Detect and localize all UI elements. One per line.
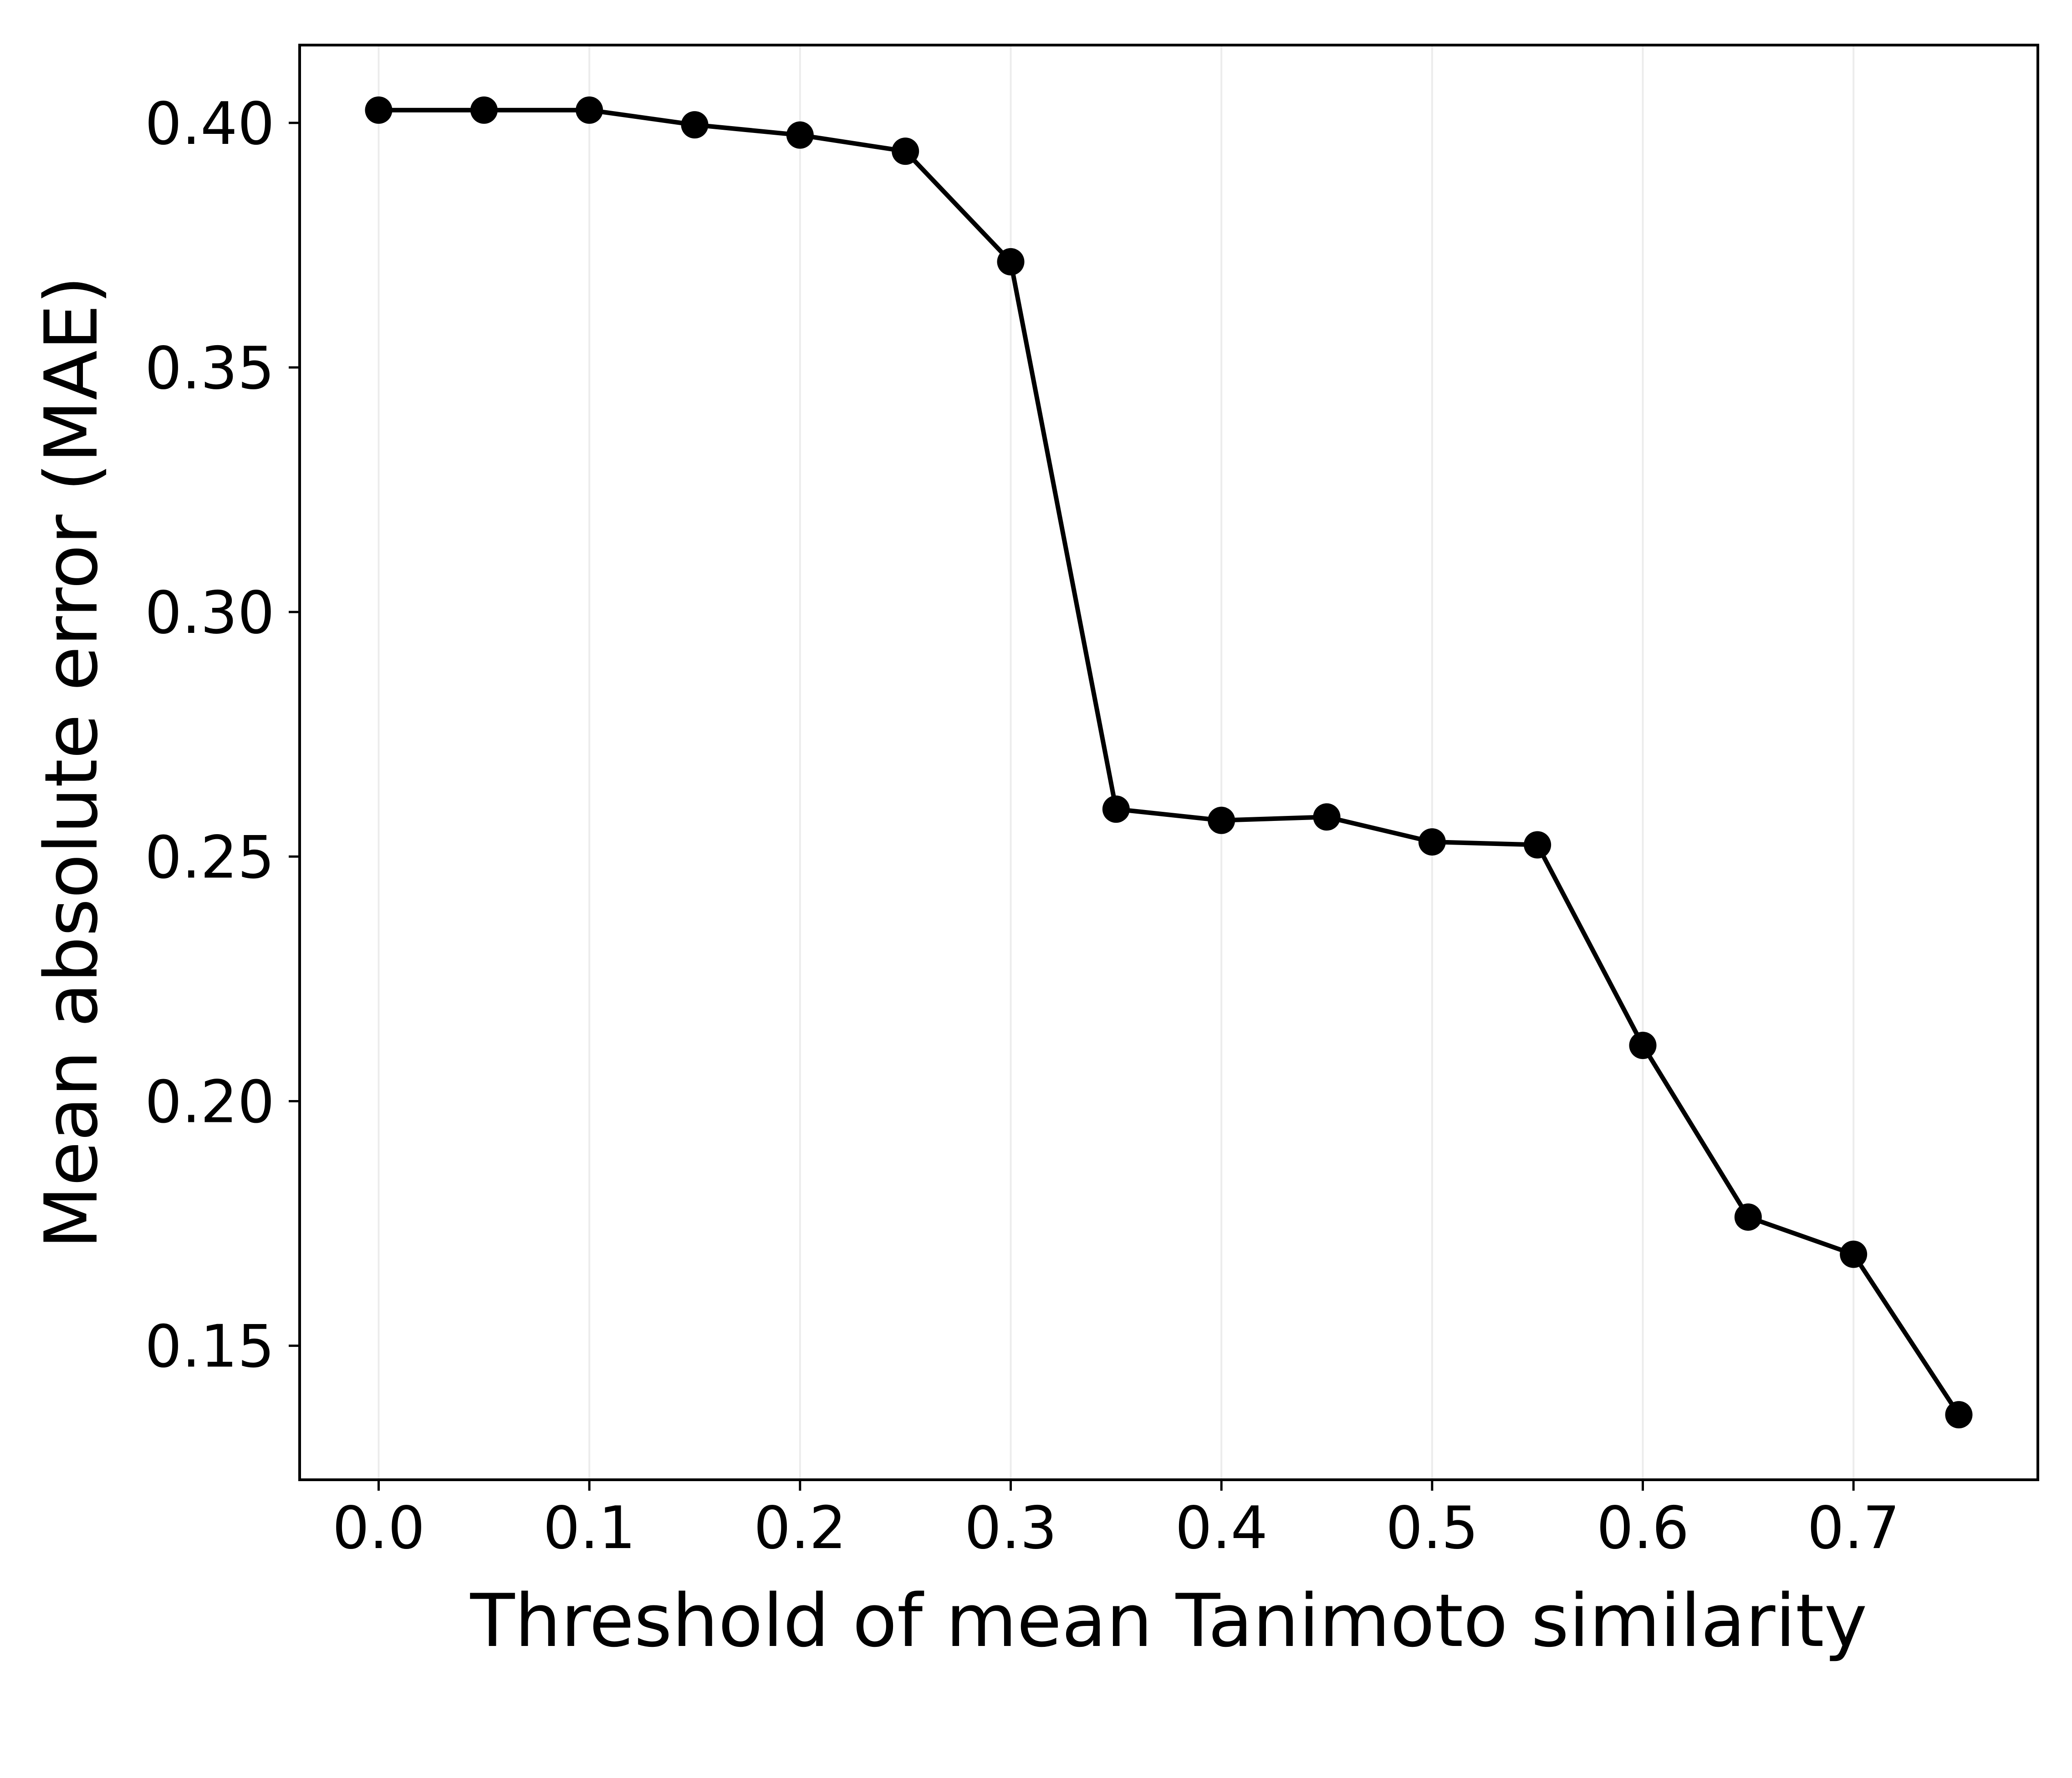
y-axis-label: Mean absolute error (MAE) (29, 276, 114, 1249)
x-tick-label: 0.4 (1175, 1494, 1268, 1562)
y-tick-label: 0.40 (145, 90, 275, 158)
data-point (1734, 1203, 1762, 1231)
plot-frame (298, 44, 2039, 1481)
series-line (378, 107, 1961, 1416)
series-layer (365, 96, 1973, 1429)
grid-lines (378, 45, 1855, 1480)
x-axis-ticks: 0.0 0.1 0.2 0.3 0.4 0.5 0.6 0.7 (332, 1480, 1900, 1562)
data-point (1418, 828, 1446, 856)
data-point (786, 121, 814, 149)
y-axis-ticks: 0.15 0.20 0.25 0.30 0.35 0.40 (145, 90, 300, 1381)
x-tick-label: 0.2 (754, 1494, 847, 1562)
data-point (892, 138, 919, 165)
data-point (997, 248, 1025, 275)
y-tick-label: 0.25 (145, 824, 275, 892)
x-tick-label: 0.1 (543, 1494, 636, 1562)
data-point (681, 111, 709, 139)
y-tick-label: 0.35 (145, 335, 275, 402)
x-tick-label: 0.6 (1597, 1494, 1689, 1562)
x-tick-label: 0.0 (332, 1494, 425, 1562)
data-point (1102, 795, 1130, 823)
data-point (365, 96, 393, 124)
data-point (1208, 806, 1235, 834)
x-axis-label: Threshold of mean Tanimoto similarity (470, 1578, 1868, 1663)
y-tick-label: 0.15 (145, 1313, 275, 1381)
y-tick-label: 0.20 (145, 1068, 275, 1136)
data-point (1840, 1240, 1868, 1268)
x-tick-label: 0.3 (965, 1494, 1057, 1562)
data-point (1313, 803, 1341, 831)
x-tick-label: 0.7 (1807, 1494, 1900, 1562)
data-point (1945, 1401, 1973, 1429)
y-tick-label: 0.30 (145, 579, 275, 647)
data-point (1524, 831, 1551, 859)
data-point (470, 96, 498, 124)
x-tick-label: 0.5 (1386, 1494, 1479, 1562)
data-point (576, 96, 603, 124)
data-point (1629, 1031, 1657, 1059)
